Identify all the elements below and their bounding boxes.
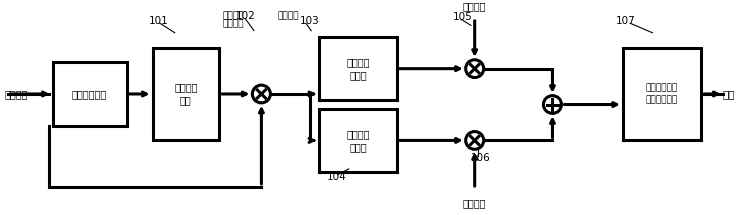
- Text: 次测音提: 次测音提: [347, 129, 370, 139]
- FancyBboxPatch shape: [319, 37, 397, 100]
- Text: 107: 107: [615, 16, 635, 26]
- Text: 取模块: 取模块: [349, 142, 367, 152]
- FancyBboxPatch shape: [623, 48, 700, 140]
- Text: 精测音提: 精测音提: [347, 57, 370, 67]
- Text: 复制出的: 复制出的: [223, 11, 244, 20]
- Text: 取模块: 取模块: [349, 70, 367, 80]
- Text: 解调输出: 解调输出: [278, 11, 299, 20]
- Text: 下行载波相位: 下行载波相位: [646, 83, 677, 92]
- Text: 输入信号: 输入信号: [4, 89, 28, 99]
- Text: 载波信号: 载波信号: [223, 20, 244, 29]
- FancyBboxPatch shape: [319, 109, 397, 172]
- Text: 调制指数: 调制指数: [463, 198, 487, 208]
- FancyBboxPatch shape: [53, 62, 127, 126]
- Text: 104: 104: [326, 172, 347, 182]
- Text: 101: 101: [149, 16, 168, 26]
- Text: 103: 103: [300, 16, 320, 26]
- Text: 调制指数: 调制指数: [463, 1, 487, 11]
- Text: 发送: 发送: [723, 89, 735, 99]
- Text: 105: 105: [453, 12, 472, 22]
- Text: 调制输出模块: 调制输出模块: [646, 96, 677, 105]
- FancyBboxPatch shape: [153, 48, 219, 140]
- Text: 载波跟踪: 载波跟踪: [174, 83, 197, 93]
- Text: 102: 102: [235, 11, 255, 21]
- Text: 环路: 环路: [180, 95, 191, 105]
- Text: 快速捕获算法: 快速捕获算法: [72, 89, 107, 99]
- Text: 106: 106: [471, 153, 490, 163]
